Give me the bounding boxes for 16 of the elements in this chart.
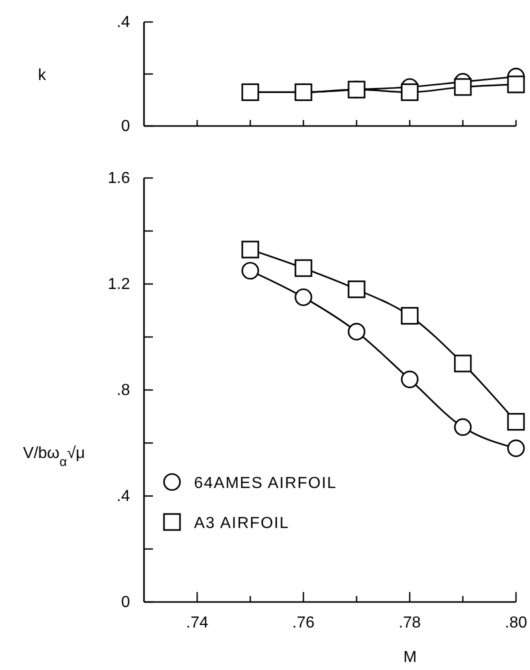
legend-label: A3 AIRFOIL — [194, 515, 290, 532]
legend-label: 64AMES AIRFOIL — [194, 475, 337, 492]
x-tick-label: .76 — [292, 614, 315, 632]
x-tick-label: .74 — [186, 614, 208, 632]
y-axis-title: k — [38, 67, 47, 84]
x-tick-label: .78 — [398, 614, 421, 632]
y-tick-label: .4 — [116, 14, 130, 32]
y-tick-label: 1.6 — [108, 170, 130, 188]
y-tick-label: .4 — [116, 488, 130, 506]
x-axis-title: M — [403, 649, 417, 666]
y-axis-title: V/bω$_{α}$√μ — [23, 445, 85, 468]
y-tick-label: .8 — [116, 382, 130, 400]
y-tick-label: 0 — [121, 118, 130, 136]
x-tick-label: .80 — [504, 614, 528, 632]
y-tick-label: 0 — [121, 594, 130, 612]
y-tick-label: 1.2 — [108, 276, 130, 294]
